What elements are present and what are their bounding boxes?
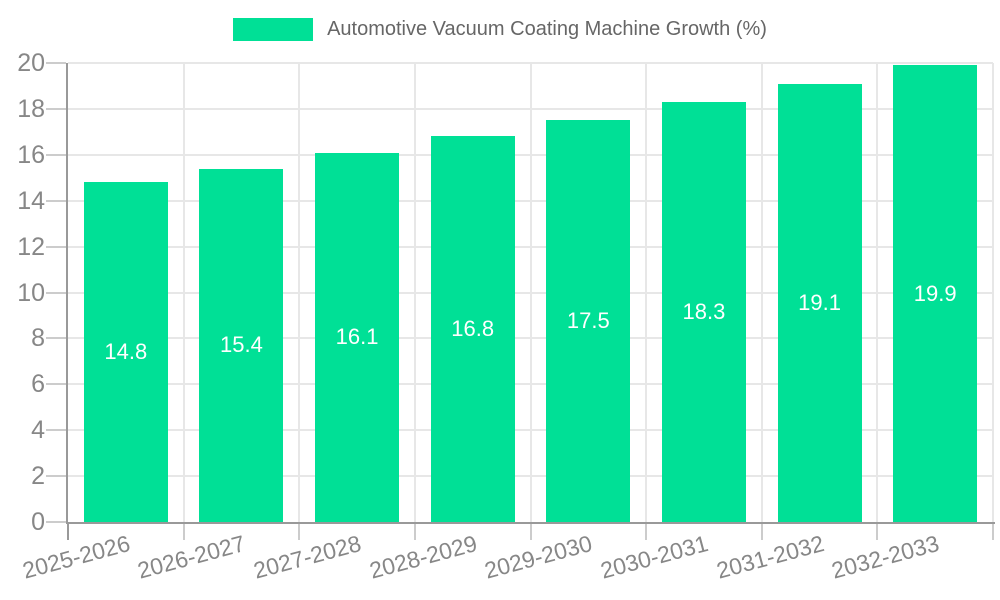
bar-value-label: 19.1	[798, 289, 841, 315]
y-tick-label: 4	[31, 416, 45, 445]
v-gridline	[645, 63, 648, 522]
y-tick-mark	[46, 245, 66, 248]
v-gridline	[992, 63, 994, 522]
y-tick-mark	[46, 291, 66, 294]
y-axis-line	[66, 63, 68, 524]
v-gridline	[182, 63, 185, 522]
y-tick-label: 10	[17, 278, 45, 307]
x-tick-mark	[413, 524, 416, 540]
v-gridline	[298, 63, 301, 522]
y-tick-label: 12	[17, 232, 45, 261]
bar[interactable]: 19.9	[893, 65, 978, 522]
v-gridline	[760, 63, 763, 522]
bar[interactable]: 15.4	[199, 168, 284, 522]
legend: Automotive Vacuum Coating Machine Growth…	[0, 18, 1000, 41]
v-gridline	[876, 63, 879, 522]
y-tick-label: 18	[17, 94, 45, 123]
x-axis-line	[66, 522, 995, 524]
plot-area: 14.8 15.4 16.1 16.8 17.5 18.3 19.1 19.9	[68, 62, 994, 522]
bar[interactable]: 16.8	[430, 136, 515, 522]
x-tick-mark	[67, 524, 69, 540]
y-tick-mark	[46, 521, 66, 523]
y-tick-mark	[46, 475, 66, 478]
bar-value-label: 15.4	[220, 332, 263, 358]
x-tick-mark	[992, 524, 994, 540]
y-tick-label: 0	[31, 508, 45, 536]
legend-label: Automotive Vacuum Coating Machine Growth…	[327, 18, 767, 40]
y-tick-label: 2	[31, 462, 45, 491]
legend-item[interactable]: Automotive Vacuum Coating Machine Growth…	[233, 18, 767, 41]
bar-value-label: 14.8	[104, 339, 148, 365]
x-tick-mark	[182, 524, 185, 540]
y-tick-mark	[46, 199, 66, 202]
y-tick-mark	[46, 383, 66, 386]
y-tick-label: 14	[17, 186, 45, 215]
bar-value-label: 19.9	[913, 280, 957, 306]
x-tick-mark	[298, 524, 301, 540]
bar[interactable]: 16.1	[315, 152, 400, 522]
y-tick-mark	[46, 62, 66, 64]
bar-value-label: 16.1	[335, 324, 379, 350]
y-tick-label: 6	[31, 370, 45, 399]
bar-value-label: 17.5	[566, 308, 610, 334]
x-tick-mark	[876, 524, 879, 540]
y-tick-mark	[46, 153, 66, 156]
v-gridline	[413, 63, 416, 522]
legend-swatch-icon	[233, 18, 314, 41]
bar-value-label: 16.8	[451, 316, 495, 342]
x-tick-mark	[645, 524, 648, 540]
y-tick-label: 20	[17, 49, 45, 77]
y-tick-mark	[46, 107, 66, 110]
x-tick-mark	[760, 524, 763, 540]
v-gridline	[529, 63, 532, 522]
bar-value-label: 18.3	[682, 299, 726, 324]
x-tick-mark	[529, 524, 532, 540]
bar[interactable]: 17.5	[546, 120, 631, 522]
y-tick-mark	[46, 429, 66, 432]
y-tick-mark	[46, 337, 66, 340]
bar[interactable]: 19.1	[777, 83, 862, 522]
y-tick-label: 8	[31, 324, 45, 353]
y-tick-label: 16	[17, 140, 45, 169]
bar[interactable]: 18.3	[661, 102, 746, 522]
bar[interactable]: 14.8	[83, 182, 168, 522]
